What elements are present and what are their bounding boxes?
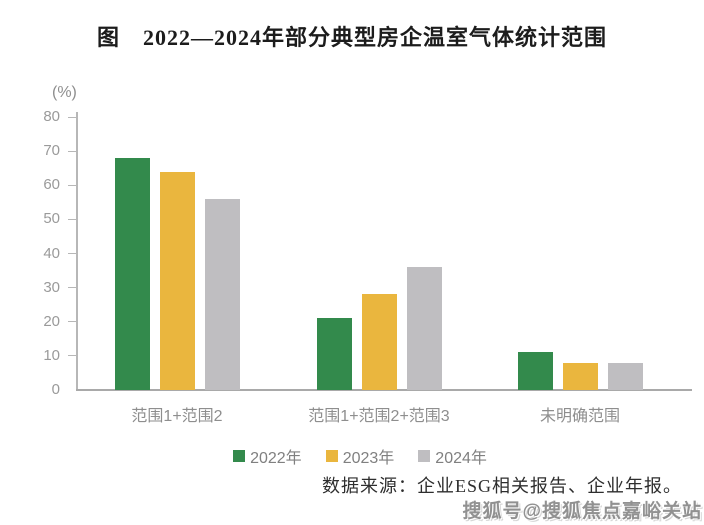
x-axis-label: 范围1+范围2+范围3 xyxy=(308,408,450,425)
legend-label: 2024年 xyxy=(435,450,487,467)
y-tick-label: 60 xyxy=(43,176,60,194)
legend-label: 2022年 xyxy=(250,450,302,467)
y-axis-line xyxy=(76,112,78,391)
legend: 2022年 2023年 2024年 xyxy=(0,444,704,468)
chart-title: 图 2022—2024年部分典型房企温室气体统计范围 xyxy=(96,25,607,50)
legend-item: 2024年 xyxy=(418,444,487,468)
y-tick-mark xyxy=(68,355,76,357)
y-tick-label: 50 xyxy=(43,210,60,228)
bar xyxy=(316,318,352,390)
y-tick-label: 10 xyxy=(43,346,60,364)
x-axis-label: 未明确范围 xyxy=(539,408,620,425)
bar xyxy=(607,362,643,390)
legend-item: 2022年 xyxy=(233,444,302,468)
legend-swatch xyxy=(233,450,246,462)
legend-swatch xyxy=(325,450,338,462)
y-tick-mark xyxy=(68,253,76,254)
legend-item: 2023年 xyxy=(325,444,395,468)
y-tick-label: 80 xyxy=(43,108,60,125)
x-axis-label: 范围1+范围2 xyxy=(131,408,223,425)
y-tick-label: 30 xyxy=(43,278,60,296)
legend-label: 2023年 xyxy=(342,450,395,467)
bar xyxy=(361,294,397,390)
y-tick-mark xyxy=(68,116,76,118)
y-tick-label: 70 xyxy=(43,142,60,160)
bar xyxy=(562,362,598,390)
y-tick-mark xyxy=(68,184,76,186)
bar xyxy=(114,157,150,390)
x-axis-line xyxy=(76,389,692,391)
legend-swatch xyxy=(418,450,431,462)
y-tick-label: 40 xyxy=(43,244,60,262)
y-tick-label: 20 xyxy=(43,312,60,330)
bar xyxy=(406,267,442,390)
watermark: 搜狐号@搜狐焦点嘉峪关站 xyxy=(462,501,702,522)
source-note: 数据来源：企业ESG相关报告、企业年报。 xyxy=(321,476,682,496)
y-tick-mark xyxy=(68,321,76,323)
y-tick-mark xyxy=(68,218,76,220)
y-tick-label: 0 xyxy=(51,381,60,398)
y-axis-unit-label: (%) xyxy=(52,84,77,101)
y-tick-mark xyxy=(68,287,76,289)
bar xyxy=(159,171,195,390)
y-tick-mark xyxy=(68,150,76,152)
bar xyxy=(204,198,240,390)
bar xyxy=(517,352,553,390)
